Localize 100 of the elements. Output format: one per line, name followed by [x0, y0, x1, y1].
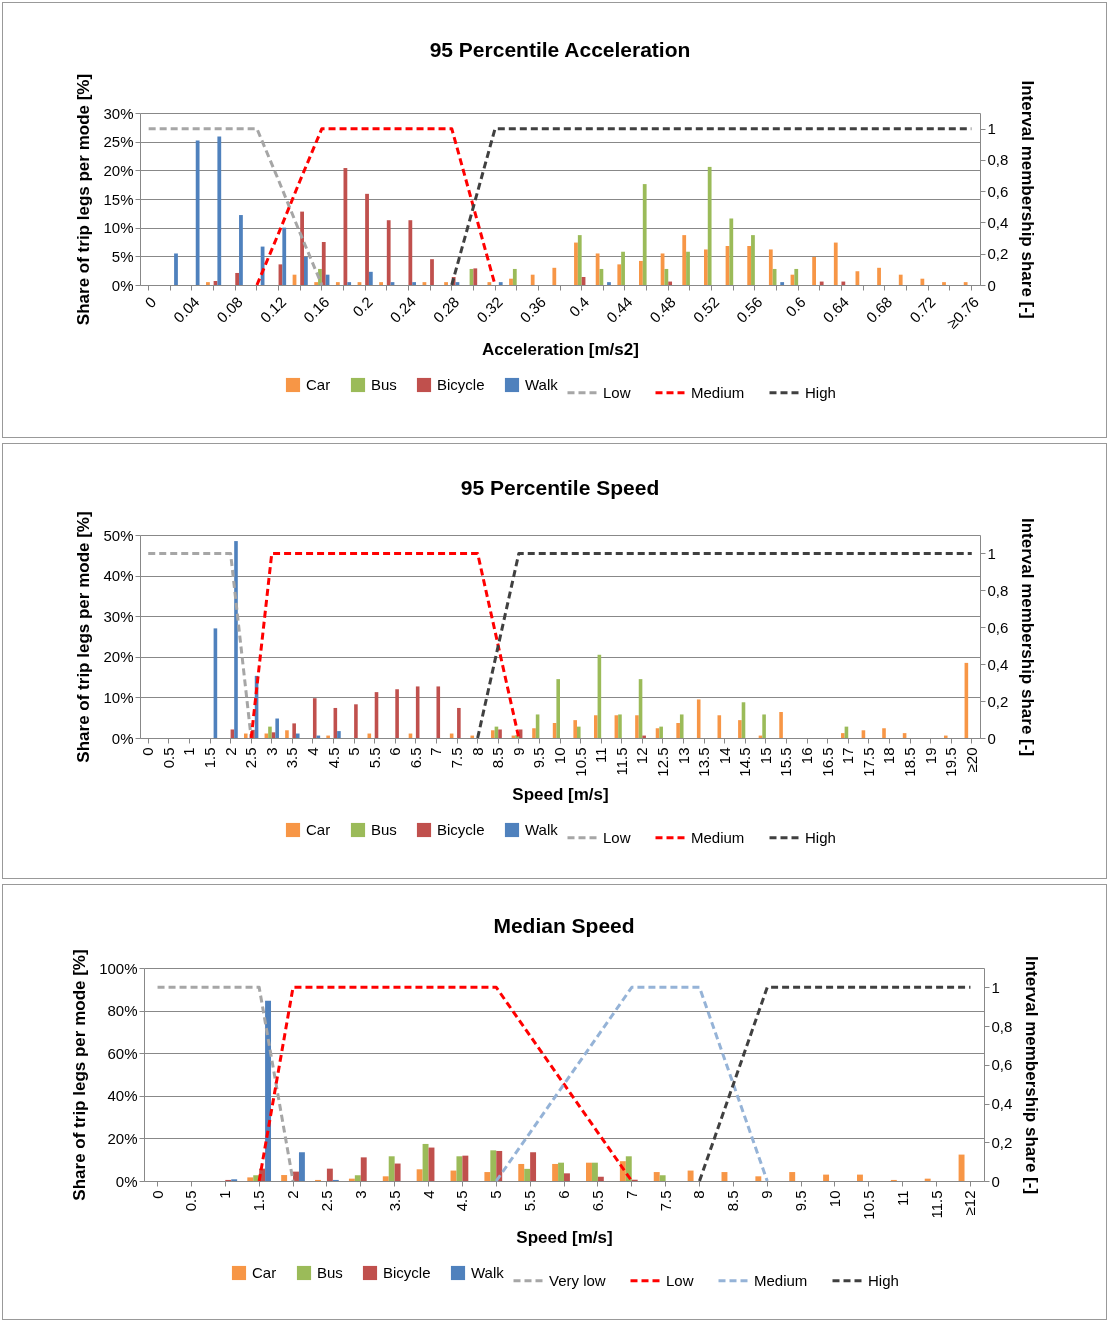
x-tick-label: 10.5 — [859, 1190, 877, 1220]
y2-tick-label: 1 — [987, 119, 996, 137]
legend-label: Walk — [524, 820, 558, 838]
chart-title: 95 Percentile Acceleration — [429, 37, 690, 61]
y-tick-label: 60% — [106, 1044, 137, 1062]
x-tick-label: 18.5 — [900, 747, 918, 777]
legend-label: Medium — [690, 828, 744, 846]
x-tick-label: 2.5 — [241, 747, 259, 768]
y2-tick-label: 1 — [987, 544, 996, 562]
x-tick-label: 0.5 — [159, 747, 177, 768]
x-tick-label: 0.44 — [602, 292, 636, 326]
x-tick-label: 8 — [689, 1190, 707, 1199]
chart-title: Median Speed — [492, 913, 635, 937]
y2-tick-label: 0,4 — [987, 655, 1008, 673]
x-tick-label: 4.5 — [452, 1190, 470, 1212]
x-tick-label: 17 — [838, 747, 856, 764]
y2-axis-title: Interval membership share [-] — [1017, 79, 1037, 319]
x-tick-label: 17.5 — [859, 747, 877, 777]
x-tick-label: 9.5 — [791, 1190, 809, 1212]
legend-label: Car — [305, 375, 330, 393]
y2-tick-label: 0,4 — [987, 213, 1008, 231]
chart-title: 95 Percentile Speed — [460, 475, 659, 499]
x-axis-title: Speed [m/s] — [515, 1227, 613, 1247]
x-tick-label: ≥12 — [960, 1190, 978, 1216]
x-tick-label: 0.32 — [472, 292, 506, 326]
x-tick-label: 8 — [468, 747, 486, 756]
x-tick-label: 6.5 — [588, 1190, 606, 1212]
y2-tick-label: 0,8 — [987, 581, 1008, 599]
x-tick-label: 0.2 — [348, 292, 376, 320]
x-tick-label: 6 — [554, 1190, 572, 1199]
x-tick-label: 6 — [385, 747, 403, 756]
y-axis-title: Share of trip legs per mode [%] — [73, 73, 93, 325]
legend-label: Bicycle — [382, 1264, 431, 1281]
y-tick-label: 10% — [102, 688, 133, 706]
x-tick-label: 0.12 — [255, 292, 289, 326]
x-tick-label: 0.48 — [645, 292, 679, 326]
x-tick-label: 7.5 — [447, 747, 465, 768]
y-axis-title: Share of trip legs per mode [%] — [73, 510, 93, 763]
x-tick-label: 14.5 — [735, 747, 753, 777]
y-tick-label: 50% — [102, 526, 133, 543]
legend-label: Bus — [370, 820, 397, 838]
x-tick-label: 13.5 — [694, 747, 712, 777]
y2-tick-label: 0,8 — [987, 150, 1008, 168]
x-tick-label: 14 — [715, 747, 733, 764]
legend-label: Bicycle — [436, 375, 485, 393]
x-tick-label: 11.5 — [612, 747, 630, 776]
y2-tick-label: 0,6 — [991, 1056, 1012, 1074]
legend-label: Car — [305, 820, 330, 838]
y2-tick-label: 0,2 — [987, 692, 1008, 710]
legend-label: Walk — [524, 375, 558, 393]
x-tick-label: 2 — [283, 1190, 301, 1199]
y-tick-label: 0% — [111, 729, 133, 746]
x-tick-label: 2.5 — [317, 1190, 335, 1212]
x-tick-label: 15.5 — [776, 747, 794, 777]
x-tick-label: 9 — [757, 1190, 775, 1199]
x-tick-label: 16 — [797, 747, 815, 764]
y2-axis-title: Interval membership share [-] — [1017, 517, 1037, 756]
x-tick-label: 12 — [632, 747, 650, 764]
x-tick-label: 10 — [550, 747, 568, 764]
legend-label: High — [804, 828, 836, 846]
x-tick-label: 0.24 — [385, 292, 419, 326]
y-tick-label: 25% — [102, 132, 133, 150]
x-tick-label: 18 — [879, 747, 897, 764]
y2-tick-label: 0,6 — [987, 618, 1008, 636]
x-tick-label: 3 — [262, 747, 280, 756]
y-tick-label: 40% — [106, 1087, 137, 1105]
x-tick-label: 0.28 — [429, 292, 462, 326]
y-tick-label: 100% — [98, 959, 137, 977]
x-tick-label: 0 — [138, 747, 156, 756]
x-tick-label: 6.5 — [406, 747, 424, 768]
y-tick-label: 15% — [102, 190, 133, 207]
y2-tick-label: 0 — [987, 276, 996, 293]
x-tick-label: 0.16 — [299, 292, 332, 326]
x-tick-label: 0 — [148, 1190, 166, 1199]
x-tick-label: 4 — [419, 1190, 437, 1199]
legend-label: Medium — [753, 1271, 807, 1289]
x-tick-label: 11 — [591, 747, 609, 763]
x-tick-label: 10.5 — [571, 747, 589, 777]
y2-tick-label: 0,8 — [991, 1017, 1012, 1035]
legend-label: Bus — [370, 375, 397, 393]
legend-label: Medium — [690, 383, 744, 401]
x-tick-label: 0.04 — [169, 292, 203, 326]
y-tick-label: 0% — [115, 1172, 137, 1190]
x-tick-label: 0.5 — [181, 1190, 199, 1212]
x-tick-label: 3.5 — [282, 747, 300, 768]
x-tick-label: 1 — [215, 1190, 233, 1199]
y-tick-label: 10% — [102, 218, 133, 236]
x-tick-label: 0.36 — [515, 292, 549, 326]
x-tick-label: 13 — [674, 747, 692, 764]
x-tick-label: 8.5 — [723, 1190, 741, 1212]
x-tick-label: 4.5 — [324, 747, 342, 768]
x-tick-label: 0.68 — [862, 292, 895, 326]
x-tick-label: 1.5 — [200, 747, 218, 768]
y-axis-title: Share of trip legs per mode [%] — [69, 949, 89, 1201]
y-tick-label: 80% — [106, 1002, 137, 1020]
x-tick-label: 0.56 — [732, 292, 765, 326]
x-tick-label: 5 — [344, 747, 362, 756]
x-tick-label: 9.5 — [529, 747, 547, 768]
y-tick-label: 40% — [102, 566, 133, 584]
y-tick-label: 20% — [106, 1129, 137, 1147]
